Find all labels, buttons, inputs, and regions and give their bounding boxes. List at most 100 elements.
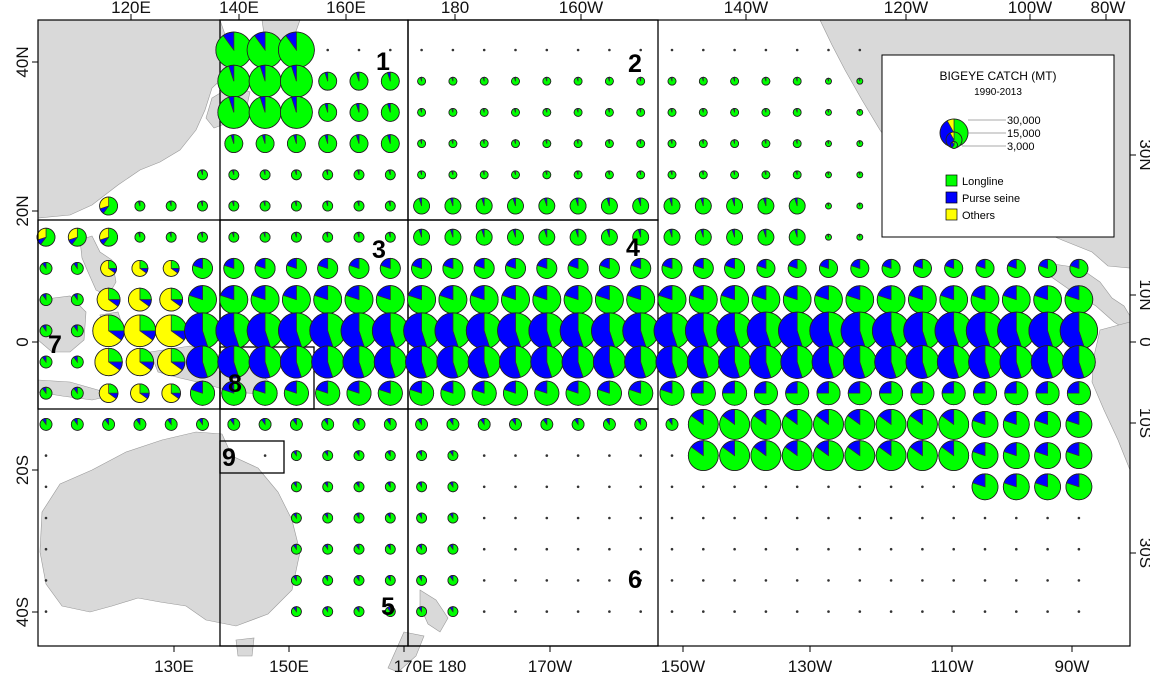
pie-outline (39, 386, 53, 400)
catch-pie (601, 197, 618, 215)
pie-dot (482, 48, 486, 52)
catch-pie (670, 610, 674, 613)
catch-pie (263, 454, 267, 457)
pie-outline (825, 109, 832, 116)
catch-pie (663, 228, 681, 246)
pie-outline (856, 233, 864, 241)
catch-pie (576, 579, 580, 582)
catch-pie (353, 450, 365, 462)
catch-pie (639, 485, 642, 489)
catch-pie (70, 386, 84, 400)
catch-pie (921, 610, 924, 613)
pie-outline (573, 76, 583, 86)
catch-pie (248, 64, 282, 98)
legend-swatch-longline (945, 174, 958, 187)
catch-pie (733, 516, 736, 520)
catch-pie (545, 579, 549, 582)
catch-pie (730, 76, 739, 86)
catch-pie (842, 345, 877, 379)
pie-outline (730, 108, 739, 117)
pie-outline (813, 440, 844, 472)
pie-outline (39, 293, 53, 307)
bottom-axis-label: 170W (528, 657, 572, 676)
catch-pie (215, 312, 253, 350)
catch-pie (670, 454, 674, 457)
catch-pie (809, 311, 848, 350)
catch-pie (44, 610, 48, 613)
pie-outline (825, 202, 832, 210)
catch-pie (733, 579, 736, 582)
pie-outline (39, 261, 53, 275)
catch-pie (730, 170, 739, 180)
top-axis-label: 180 (441, 0, 469, 17)
catch-pie (592, 345, 626, 379)
catch-pie (1002, 442, 1030, 470)
catch-pie (447, 575, 459, 586)
pie-outline (162, 259, 180, 277)
catch-pie (761, 170, 771, 180)
pie-outline (417, 139, 427, 149)
region-6-box (407, 408, 659, 647)
catch-pie (134, 231, 146, 243)
pie-outline (542, 108, 552, 117)
pie-outline (1065, 410, 1093, 438)
catch-pie (542, 108, 552, 117)
catch-pie (448, 139, 458, 149)
pie-outline (856, 77, 864, 85)
catch-pie (601, 228, 618, 246)
pie-outline (70, 293, 84, 307)
pie-outline (1066, 381, 1091, 406)
catch-pie (968, 345, 1002, 379)
pie-dot (858, 48, 862, 52)
catch-pie (670, 516, 674, 520)
left-axis-label: 40N (13, 46, 32, 77)
catch-pie (313, 285, 343, 315)
pie-dot (1077, 579, 1081, 582)
pie-dot (1077, 610, 1081, 613)
pie-outline (448, 108, 458, 117)
catch-pie (70, 417, 84, 431)
catch-pie (444, 197, 462, 215)
pie-outline (719, 408, 750, 440)
catch-pie (184, 312, 221, 350)
pie-outline (447, 575, 459, 586)
pie-dot (921, 485, 924, 489)
pie-dot (983, 579, 987, 582)
catch-pie (322, 575, 334, 586)
catch-pie (684, 312, 722, 350)
pie-outline (941, 381, 966, 406)
catch-pie (1046, 610, 1049, 613)
catch-pie (634, 417, 648, 431)
pie-outline (447, 450, 459, 462)
catch-pie (482, 610, 486, 613)
pie-outline (259, 200, 271, 212)
pie-dot (858, 610, 862, 613)
pie-outline (726, 228, 743, 246)
catch-pie (290, 606, 302, 617)
pie-dot (921, 610, 924, 613)
pie-outline (353, 575, 365, 586)
pie-outline (573, 108, 583, 117)
catch-pie (540, 417, 554, 431)
pie-outline (353, 169, 365, 181)
pie-outline (353, 512, 365, 524)
pie-outline (632, 228, 650, 246)
catch-pie (764, 610, 768, 613)
catch-pie (224, 134, 244, 154)
region-label-4: 4 (626, 234, 640, 262)
pie-outline (761, 76, 771, 86)
catch-pie (605, 139, 614, 149)
pie-outline (259, 169, 271, 181)
catch-pie (690, 380, 716, 406)
catch-pie (847, 381, 872, 406)
catch-pie (1065, 442, 1093, 470)
catch-pie (159, 287, 184, 312)
catch-pie (440, 380, 466, 406)
pie-outline (788, 228, 806, 246)
pie-outline (322, 512, 334, 524)
catch-pie (349, 71, 369, 91)
pie-outline (571, 417, 585, 431)
pie-outline (825, 233, 832, 241)
catch-pie (624, 345, 658, 379)
pie-dot (889, 610, 893, 613)
